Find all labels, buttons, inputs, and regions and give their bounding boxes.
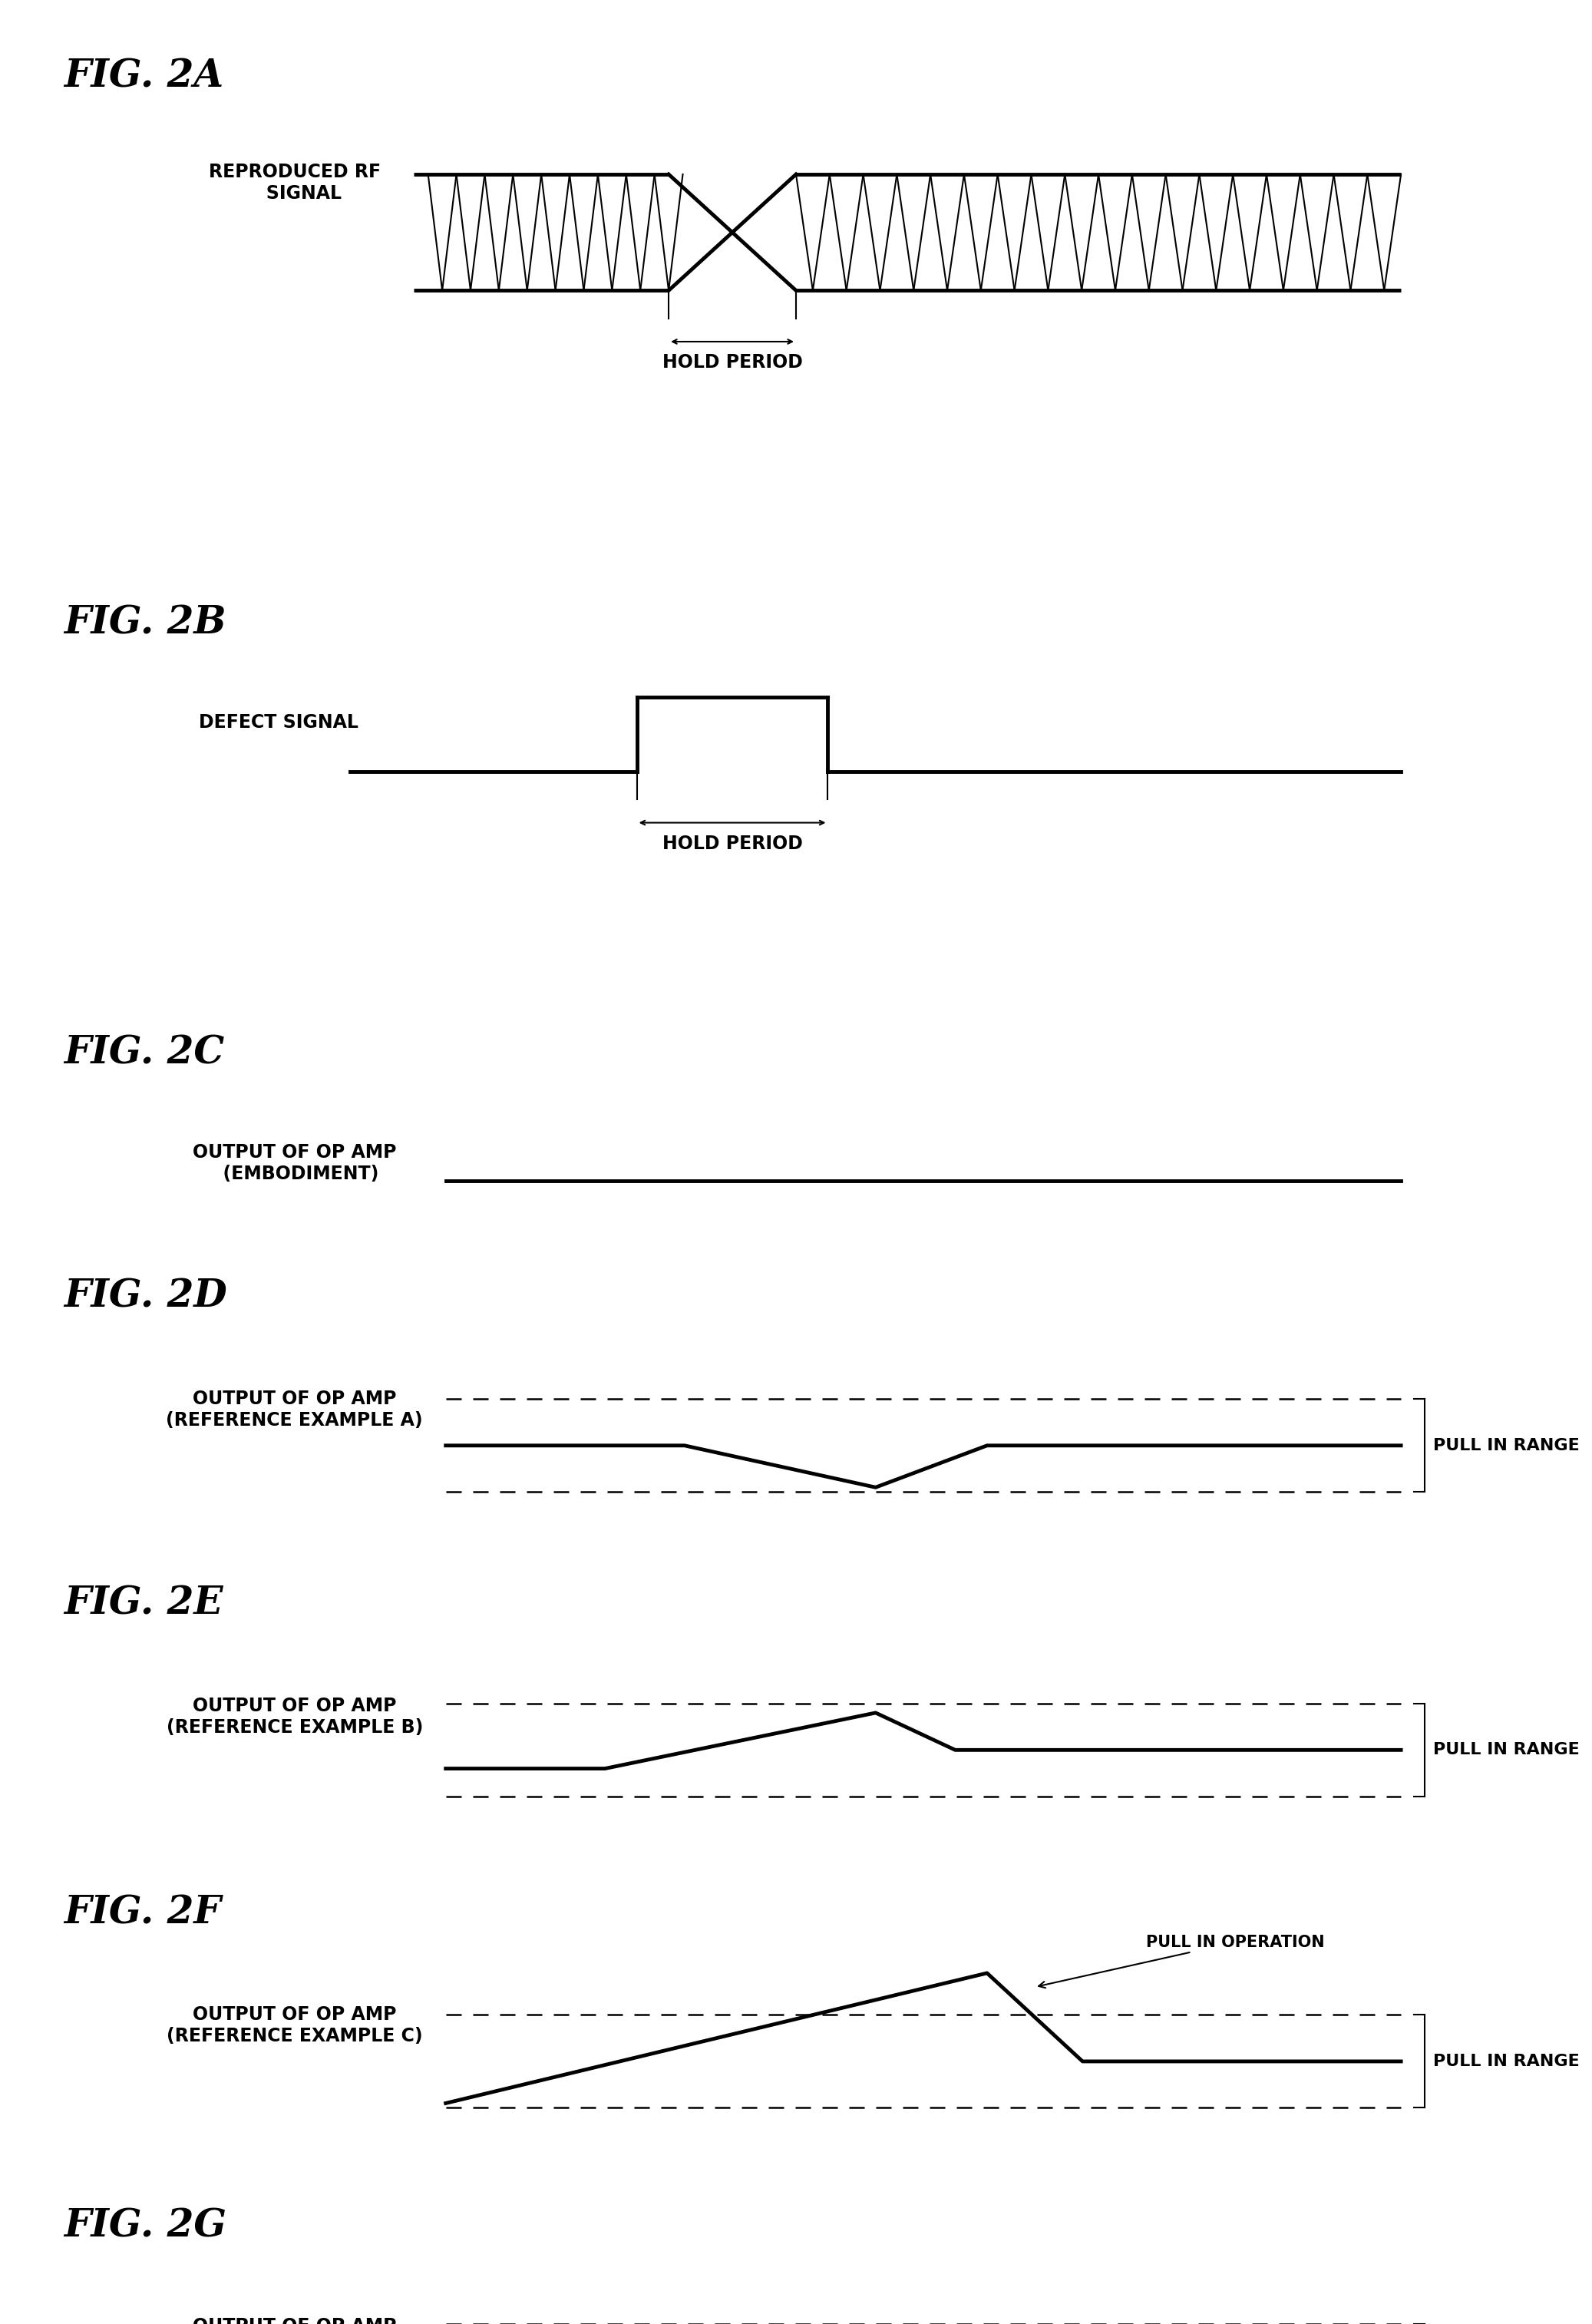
Text: PULL IN OPERATION: PULL IN OPERATION [1038, 1934, 1325, 1987]
Text: FIG. 2C: FIG. 2C [64, 1034, 224, 1071]
Text: PULL IN RANGE: PULL IN RANGE [1433, 1743, 1579, 1757]
Text: PULL IN RANGE: PULL IN RANGE [1433, 1439, 1579, 1452]
Text: FIG. 2A: FIG. 2A [64, 58, 223, 95]
Text: FIG. 2E: FIG. 2E [64, 1585, 223, 1622]
Text: OUTPUT OF OP AMP
(REFERENCE EXAMPLE C): OUTPUT OF OP AMP (REFERENCE EXAMPLE C) [167, 2006, 422, 2045]
Text: FIG. 2B: FIG. 2B [64, 604, 226, 641]
Text: FIG. 2D: FIG. 2D [64, 1278, 228, 1315]
Text: FIG. 2F: FIG. 2F [64, 1894, 221, 1931]
Text: DEFECT SIGNAL: DEFECT SIGNAL [199, 713, 358, 732]
Text: HOLD PERIOD: HOLD PERIOD [662, 834, 802, 853]
Text: HOLD PERIOD: HOLD PERIOD [662, 353, 802, 372]
Text: FIG. 2G: FIG. 2G [64, 2208, 226, 2245]
Text: OUTPUT OF OP AMP
(REFERENCE EXAMPLE A): OUTPUT OF OP AMP (REFERENCE EXAMPLE A) [166, 1390, 423, 1429]
Text: PULL IN RANGE: PULL IN RANGE [1433, 2054, 1579, 2068]
Text: OUTPUT OF OP AMP
(REFERENCE EXAMPLE D): OUTPUT OF OP AMP (REFERENCE EXAMPLE D) [166, 2317, 423, 2324]
Text: OUTPUT OF OP AMP
  (EMBODIMENT): OUTPUT OF OP AMP (EMBODIMENT) [193, 1143, 396, 1183]
Text: OUTPUT OF OP AMP
(REFERENCE EXAMPLE B): OUTPUT OF OP AMP (REFERENCE EXAMPLE B) [166, 1697, 423, 1736]
Text: REPRODUCED RF
   SIGNAL: REPRODUCED RF SIGNAL [209, 163, 380, 202]
